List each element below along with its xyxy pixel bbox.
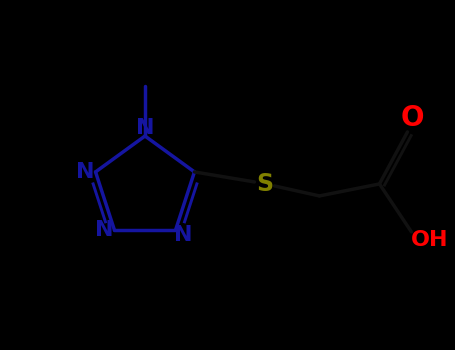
Text: N: N xyxy=(76,162,95,182)
Text: S: S xyxy=(256,172,273,196)
Text: OH: OH xyxy=(411,230,448,250)
Text: O: O xyxy=(401,104,424,132)
Text: N: N xyxy=(136,118,154,138)
Text: N: N xyxy=(174,225,193,245)
Text: N: N xyxy=(95,220,114,240)
